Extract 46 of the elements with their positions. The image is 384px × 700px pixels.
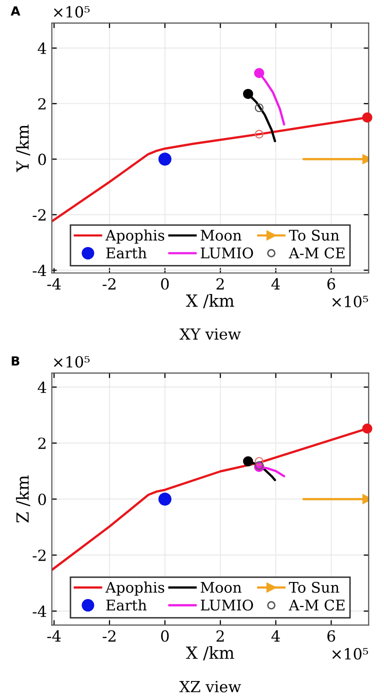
legend-label: Earth — [106, 247, 147, 259]
legend-label: To Sun — [288, 582, 340, 593]
legend-label: Moon — [200, 582, 242, 593]
y-axis-title: Z /km — [16, 475, 30, 523]
x-tick-label: -2 — [102, 630, 116, 642]
text: ×10⁵ — [332, 296, 368, 308]
legend-label: LUMIO — [200, 247, 253, 259]
legend-label: Moon — [200, 230, 242, 241]
y-tick-label: -2 — [32, 209, 46, 220]
y-tick-label: 4 — [38, 42, 46, 54]
legend-label: A-M CE — [288, 600, 344, 611]
text: XZ view — [179, 680, 242, 692]
y-tick-label: 2 — [38, 98, 46, 110]
y-tick-label: 4 — [38, 382, 46, 393]
y-tick-label: -4 — [32, 606, 46, 617]
legend-label: Apophis — [105, 229, 164, 244]
x-tick-label: -2 — [102, 278, 116, 290]
x-tick-label: 4 — [271, 278, 280, 290]
legend-label: Earth — [106, 599, 147, 611]
x-tick-label: -4 — [47, 278, 61, 290]
x-tick-label: 0 — [161, 630, 169, 642]
y-tick-label: 0 — [38, 154, 46, 166]
text: A — [10, 6, 20, 16]
y-tick-label: 2 — [38, 438, 46, 449]
y-tick-label: -4 — [32, 264, 46, 276]
x-tick-label: -4 — [47, 630, 61, 642]
y-tick-label: -2 — [32, 550, 46, 561]
legend-label: To Sun — [288, 230, 340, 241]
y-tick-label: 0 — [38, 494, 46, 506]
legend-label: Apophis — [105, 582, 164, 596]
text: ×10⁵ — [54, 356, 90, 368]
x-tick-label: 4 — [271, 630, 280, 642]
text: ×10⁵ — [332, 648, 368, 660]
x-tick-label: 0 — [161, 278, 169, 290]
text: XY view — [180, 328, 241, 340]
text: B — [12, 356, 20, 366]
x-tick-label: 2 — [216, 630, 224, 642]
text: ×10⁵ — [54, 6, 90, 18]
x-tick-label: 6 — [327, 630, 336, 642]
y-axis-title: Y /km — [16, 124, 30, 172]
x-tick-label: 6 — [327, 278, 336, 290]
x-tick-label: 2 — [216, 278, 224, 290]
x-axis-title: X /km — [186, 646, 234, 660]
legend-label: LUMIO — [200, 600, 253, 611]
x-axis-title: X /km — [186, 294, 234, 308]
legend-label: A-M CE — [288, 247, 344, 259]
